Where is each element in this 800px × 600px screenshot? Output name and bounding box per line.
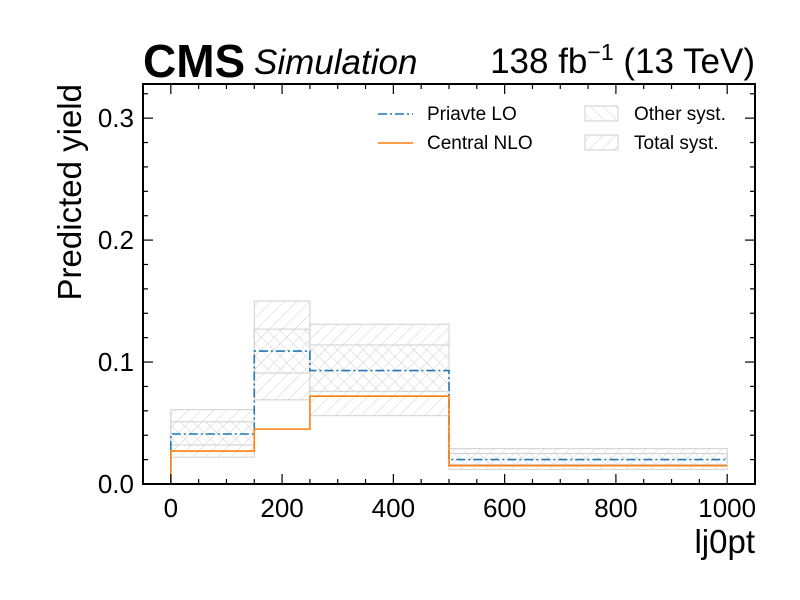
legend-swatch-other-syst [584, 105, 619, 122]
y-tick-label: 0.0 [98, 469, 134, 499]
y-tick-label: 0.1 [98, 347, 134, 377]
simulation-label: Simulation [254, 43, 417, 82]
y-tick-label: 0.3 [98, 103, 134, 133]
axis-ticks [142, 84, 756, 485]
x-tick-label: 0 [164, 493, 178, 523]
legend-label-central-nlo: Central NLO [427, 133, 533, 154]
series-line-central-nlo [170, 395, 728, 484]
x-tick-label: 400 [372, 493, 415, 523]
x-tick-label: 1000 [698, 493, 756, 523]
y-axis-label: Predicted yield [51, 84, 88, 300]
legend-swatch-total-syst [584, 134, 619, 151]
x-tick-label: 200 [260, 493, 303, 523]
experiment-label: CMS [143, 35, 245, 87]
luminosity-label: 138 fb−1 (13 TeV) [490, 39, 755, 81]
y-tick-label: 0.2 [98, 225, 134, 255]
x-tick-label: 800 [594, 493, 637, 523]
x-axis-label: lj0pt [694, 523, 755, 560]
legend-label-private-lo: Priavte LO [427, 104, 517, 125]
series-lines [170, 350, 728, 484]
legend-label-other-syst: Other syst. [634, 104, 726, 125]
legend: Priavte LO Central NLO Other syst. Total… [378, 104, 726, 154]
legend-label-total-syst: Total syst. [634, 133, 718, 154]
x-tick-label: 600 [483, 493, 526, 523]
axis-tick-labels: 0 200 400 600 800 1000 0.0 0.1 0.2 0.3 [98, 103, 756, 523]
